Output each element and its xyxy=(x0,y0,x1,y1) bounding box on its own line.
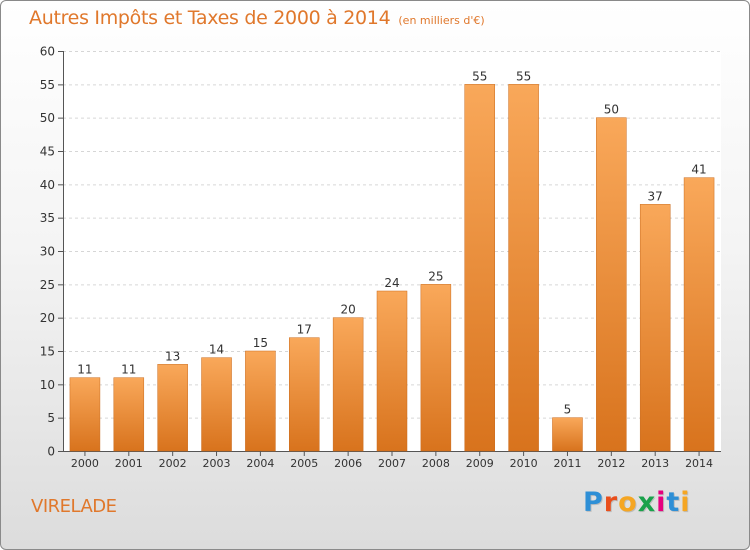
x-tick-label: 2004 xyxy=(246,457,274,470)
bar xyxy=(332,317,364,452)
chart-title: Autres Impôts et Taxes de 2000 à 2014 (en… xyxy=(29,7,485,29)
data-label: 13 xyxy=(165,349,180,363)
data-label: 5 xyxy=(564,403,572,417)
logo-letter: t xyxy=(666,487,681,518)
x-tick-label: 2006 xyxy=(334,457,362,470)
y-tick-label: 40 xyxy=(40,178,55,192)
bar xyxy=(157,364,188,452)
data-label: 11 xyxy=(77,363,92,377)
x-tick-label: 2008 xyxy=(422,457,450,470)
y-tick-label: 20 xyxy=(40,311,55,325)
bar xyxy=(552,417,583,452)
bar xyxy=(289,337,320,452)
data-label: 11 xyxy=(121,363,136,377)
logo-letter: i xyxy=(680,487,691,518)
place-name: VIRELADE xyxy=(31,496,117,517)
logo-letter: o xyxy=(618,487,638,518)
logo-letter: x xyxy=(637,487,657,518)
data-label: 41 xyxy=(691,163,706,177)
bar xyxy=(596,117,627,452)
x-tick-label: 2003 xyxy=(203,457,231,470)
logo-letter: r xyxy=(603,487,619,518)
y-tick-label: 25 xyxy=(40,278,55,292)
data-label: 25 xyxy=(428,269,443,283)
x-tick-label: 2012 xyxy=(597,457,625,470)
x-tick-label: 2001 xyxy=(115,457,143,470)
data-label: 55 xyxy=(516,69,531,83)
chart-subtitle: (en milliers d'€) xyxy=(398,14,485,27)
logo-letter: P xyxy=(583,487,604,518)
bar xyxy=(683,177,715,452)
bar xyxy=(376,290,408,452)
bar xyxy=(420,284,452,452)
y-tick-label: 0 xyxy=(47,445,55,459)
y-tick-label: 55 xyxy=(40,78,55,92)
y-tick-label: 30 xyxy=(40,245,55,259)
bar xyxy=(508,84,539,452)
y-tick-label: 50 xyxy=(40,111,55,125)
data-label: 24 xyxy=(384,276,399,290)
y-tick-label: 45 xyxy=(40,145,55,159)
bar xyxy=(69,377,101,452)
data-label: 37 xyxy=(648,189,663,203)
y-tick-label: 5 xyxy=(47,411,55,425)
data-label: 55 xyxy=(472,69,487,83)
logo-letter: i xyxy=(656,487,667,518)
x-tick-label: 2010 xyxy=(510,457,538,470)
y-tick-label: 15 xyxy=(40,345,55,359)
y-tick-label: 35 xyxy=(40,211,55,225)
bar xyxy=(113,377,145,452)
bar xyxy=(201,357,232,452)
proxiti-logo: Proxiti xyxy=(583,487,691,518)
chart-title-text: Autres Impôts et Taxes de 2000 à 2014 xyxy=(29,7,391,29)
x-tick-label: 2002 xyxy=(159,457,187,470)
data-label: 17 xyxy=(297,323,312,337)
x-tick-label: 2009 xyxy=(466,457,494,470)
x-tick-label: 2014 xyxy=(685,457,713,470)
x-tick-label: 2013 xyxy=(641,457,669,470)
data-label: 20 xyxy=(340,303,355,317)
x-tick-label: 2007 xyxy=(378,457,406,470)
x-tick-label: 2011 xyxy=(553,457,581,470)
bar xyxy=(639,204,671,452)
y-tick-label: 60 xyxy=(40,45,55,59)
y-tick-label: 10 xyxy=(40,378,55,392)
data-label: 50 xyxy=(604,103,619,117)
x-tick-label: 2000 xyxy=(71,457,99,470)
data-label: 15 xyxy=(253,336,268,350)
data-label: 14 xyxy=(209,343,224,357)
bar xyxy=(464,84,495,452)
bar xyxy=(245,350,276,452)
x-tick-label: 2005 xyxy=(290,457,318,470)
